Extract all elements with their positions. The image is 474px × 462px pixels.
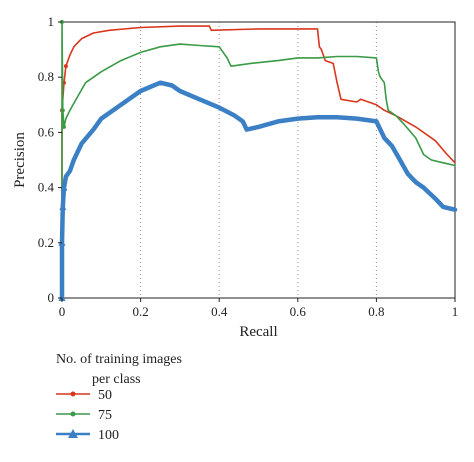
y-axis-label: Precision [12,132,28,188]
legend-marker-icon [70,411,76,417]
x-tick-label: 1 [452,304,459,319]
series-line-50 [61,25,456,299]
y-tick-label: 0.2 [38,235,54,250]
legend-marker-icon [70,391,76,397]
series-marker-50 [63,64,68,69]
series-marker-75 [60,108,65,113]
y-tick-label: 0.6 [38,124,55,139]
legend-label-75: 75 [98,408,112,423]
series-marker-75 [61,124,66,129]
axis-ticks: 0 0.2 0.4 0.6 0.8 1 0 0.2 0.4 0.6 0.8 1 [38,14,459,319]
y-tick-label: 0 [48,290,55,305]
y-tick-label: 0.8 [38,69,54,84]
series-marker-100 [59,202,67,210]
series-lines [58,20,458,301]
series-marker-100 [60,183,68,191]
x-tick-label: 0.8 [368,304,384,319]
legend-label-100: 100 [98,428,119,443]
y-tick-label: 1 [48,14,55,29]
legend-title: per class [92,372,141,387]
y-tick-label: 0.4 [38,180,55,195]
plot-frame [61,21,456,299]
x-axis-label: Recall [239,324,277,340]
series-line-100 [59,80,458,301]
x-tick-label: 0.6 [290,304,307,319]
grid-lines [140,22,377,298]
legend-marker-icon [68,429,78,438]
x-tick-label: 0.2 [132,304,148,319]
legend-label-50: 50 [98,388,112,403]
series-line-75 [61,21,456,299]
x-tick-label: 0.4 [211,304,228,319]
legend-title: No. of training images [56,352,182,367]
x-tick-label: 0 [59,304,66,319]
